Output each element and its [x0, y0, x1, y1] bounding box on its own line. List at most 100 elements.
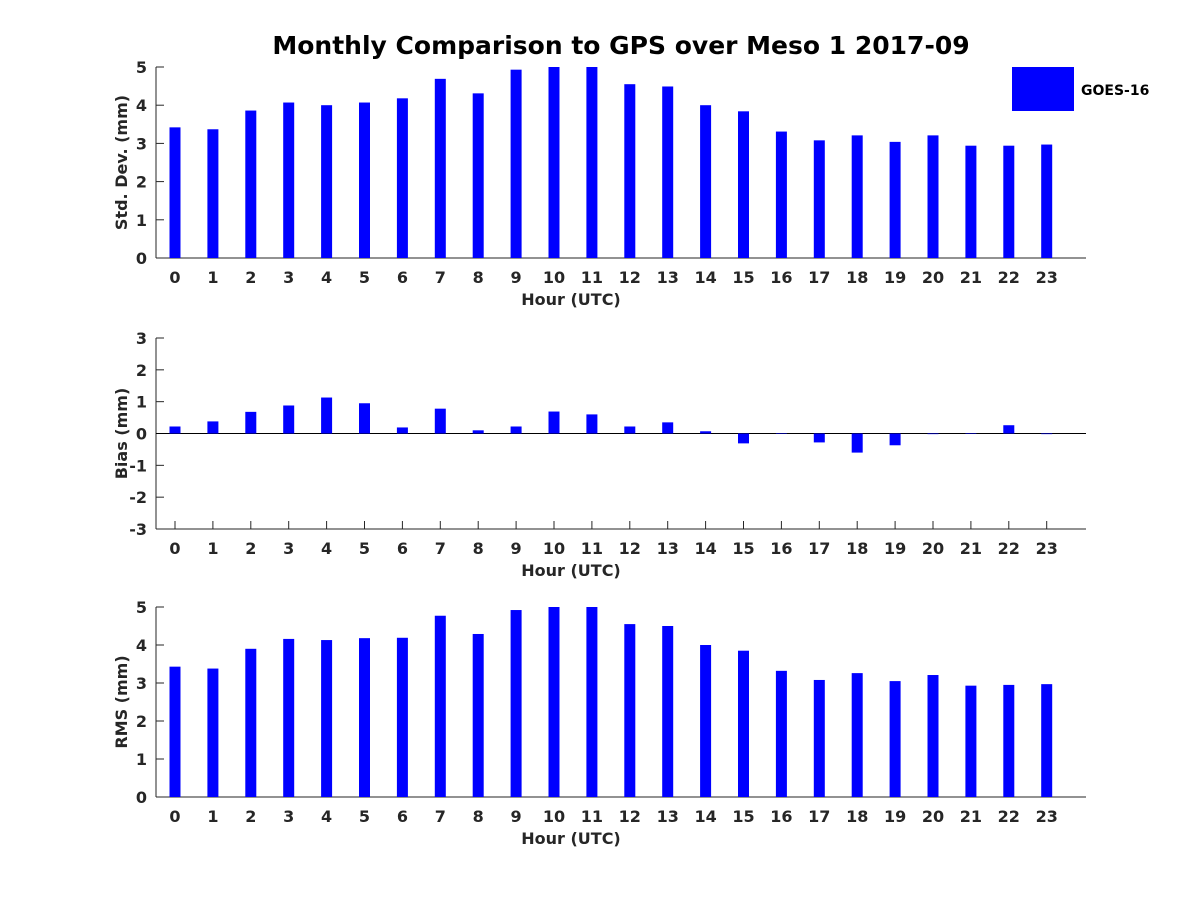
y-tick-label: 5	[136, 598, 147, 617]
bar-hour-13	[662, 626, 674, 797]
bar-hour-15	[738, 650, 749, 797]
x-tick-label: 3	[283, 539, 294, 558]
bar-hour-1	[207, 129, 219, 258]
x-tick-label: 7	[435, 539, 446, 558]
bar-hour-4	[321, 105, 333, 258]
bar-hour-14	[700, 105, 712, 258]
bar-hour-19	[889, 433, 901, 446]
bar-hour-23	[1041, 433, 1053, 435]
x-tick-label: 10	[543, 268, 565, 287]
bar-hour-3	[283, 102, 295, 258]
bar-hour-10	[548, 411, 560, 434]
bar-hour-9	[510, 426, 522, 434]
bar-hour-6	[396, 637, 408, 797]
x-tick-label: 0	[169, 268, 180, 287]
x-tick-label: 19	[884, 268, 906, 287]
x-tick-label: 0	[169, 539, 180, 558]
x-tick-label: 10	[543, 539, 565, 558]
bar-hour-17	[813, 140, 825, 258]
x-tick-label: 11	[581, 539, 603, 558]
bar-hour-7	[434, 408, 446, 434]
bar-hour-22	[1003, 425, 1015, 434]
x-tick-label: 14	[694, 807, 716, 826]
y-tick-label: 3	[136, 674, 147, 693]
x-tick-label: 11	[581, 268, 603, 287]
y-tick-label: 4	[136, 96, 147, 115]
bar-hour-3	[283, 405, 295, 434]
bar-hour-4	[321, 640, 333, 797]
x-tick-label: 2	[245, 539, 256, 558]
x-tick-label: 22	[998, 807, 1020, 826]
bar-hour-8	[472, 430, 484, 434]
y-tick-label: 1	[136, 750, 147, 769]
x-axis-label: Hour (UTC)	[521, 290, 621, 309]
bar-hour-11	[586, 414, 598, 434]
bar-hour-5	[359, 638, 370, 797]
x-tick-label: 10	[543, 807, 565, 826]
bar-hour-21	[965, 433, 977, 434]
x-tick-label: 17	[808, 807, 830, 826]
x-tick-label: 9	[511, 807, 522, 826]
y-tick-label: 2	[136, 712, 147, 731]
x-tick-label: 5	[359, 807, 370, 826]
bar-hour-6	[396, 427, 408, 434]
bar-hour-0	[169, 666, 181, 797]
y-tick-label: 3	[136, 134, 147, 153]
y-tick-label: 3	[136, 329, 147, 348]
legend-label: GOES-16	[1081, 83, 1149, 99]
x-tick-label: 16	[770, 539, 792, 558]
bar-hour-12	[624, 624, 636, 797]
x-tick-label: 12	[619, 807, 641, 826]
bar-hour-9	[510, 69, 522, 258]
x-tick-label: 20	[922, 268, 944, 287]
bar-hour-4	[321, 397, 333, 434]
bar-hour-20	[927, 675, 939, 797]
y-tick-label: 1	[136, 393, 147, 412]
bar-hour-22	[1003, 145, 1015, 258]
x-tick-label: 5	[359, 268, 370, 287]
x-tick-label: 4	[321, 268, 332, 287]
x-tick-label: 21	[960, 539, 982, 558]
x-tick-label: 18	[846, 268, 868, 287]
x-tick-label: 2	[245, 268, 256, 287]
bar-hour-14	[700, 431, 712, 434]
bar-hour-0	[169, 127, 181, 258]
bar-hour-20	[927, 135, 939, 258]
x-tick-label: 18	[846, 539, 868, 558]
x-tick-label: 6	[397, 268, 408, 287]
x-tick-label: 11	[581, 807, 603, 826]
bar-hour-22	[1003, 684, 1015, 797]
x-tick-label: 15	[732, 807, 754, 826]
y-tick-label: 4	[136, 636, 147, 655]
x-tick-label: 13	[657, 807, 679, 826]
bar-hour-12	[624, 426, 636, 434]
x-tick-label: 6	[397, 539, 408, 558]
y-tick-label: 0	[136, 788, 147, 807]
x-tick-label: 20	[922, 539, 944, 558]
bar-hour-1	[207, 421, 219, 434]
y-axis-label: Std. Dev. (mm)	[112, 95, 131, 230]
bar-hour-15	[738, 111, 749, 258]
bar-hour-15	[738, 433, 749, 444]
bar-hour-21	[965, 145, 977, 258]
bar-hour-13	[662, 422, 674, 434]
x-tick-label: 22	[998, 268, 1020, 287]
y-tick-label: -1	[129, 456, 147, 475]
bar-hour-5	[359, 102, 370, 258]
x-tick-label: 4	[321, 807, 332, 826]
x-tick-label: 12	[619, 539, 641, 558]
x-tick-label: 13	[657, 539, 679, 558]
x-tick-label: 0	[169, 807, 180, 826]
bar-hour-10	[548, 67, 560, 258]
bar-hour-10	[548, 607, 560, 797]
bar-hour-20	[927, 433, 939, 435]
x-tick-label: 17	[808, 268, 830, 287]
x-tick-label: 4	[321, 539, 332, 558]
bar-hour-18	[851, 673, 863, 797]
bar-hour-0	[169, 426, 181, 434]
bar-hour-23	[1041, 144, 1053, 258]
bar-hour-21	[965, 685, 977, 797]
bar-hour-17	[813, 433, 825, 443]
legend-swatch	[1012, 67, 1074, 111]
x-tick-label: 8	[473, 539, 484, 558]
